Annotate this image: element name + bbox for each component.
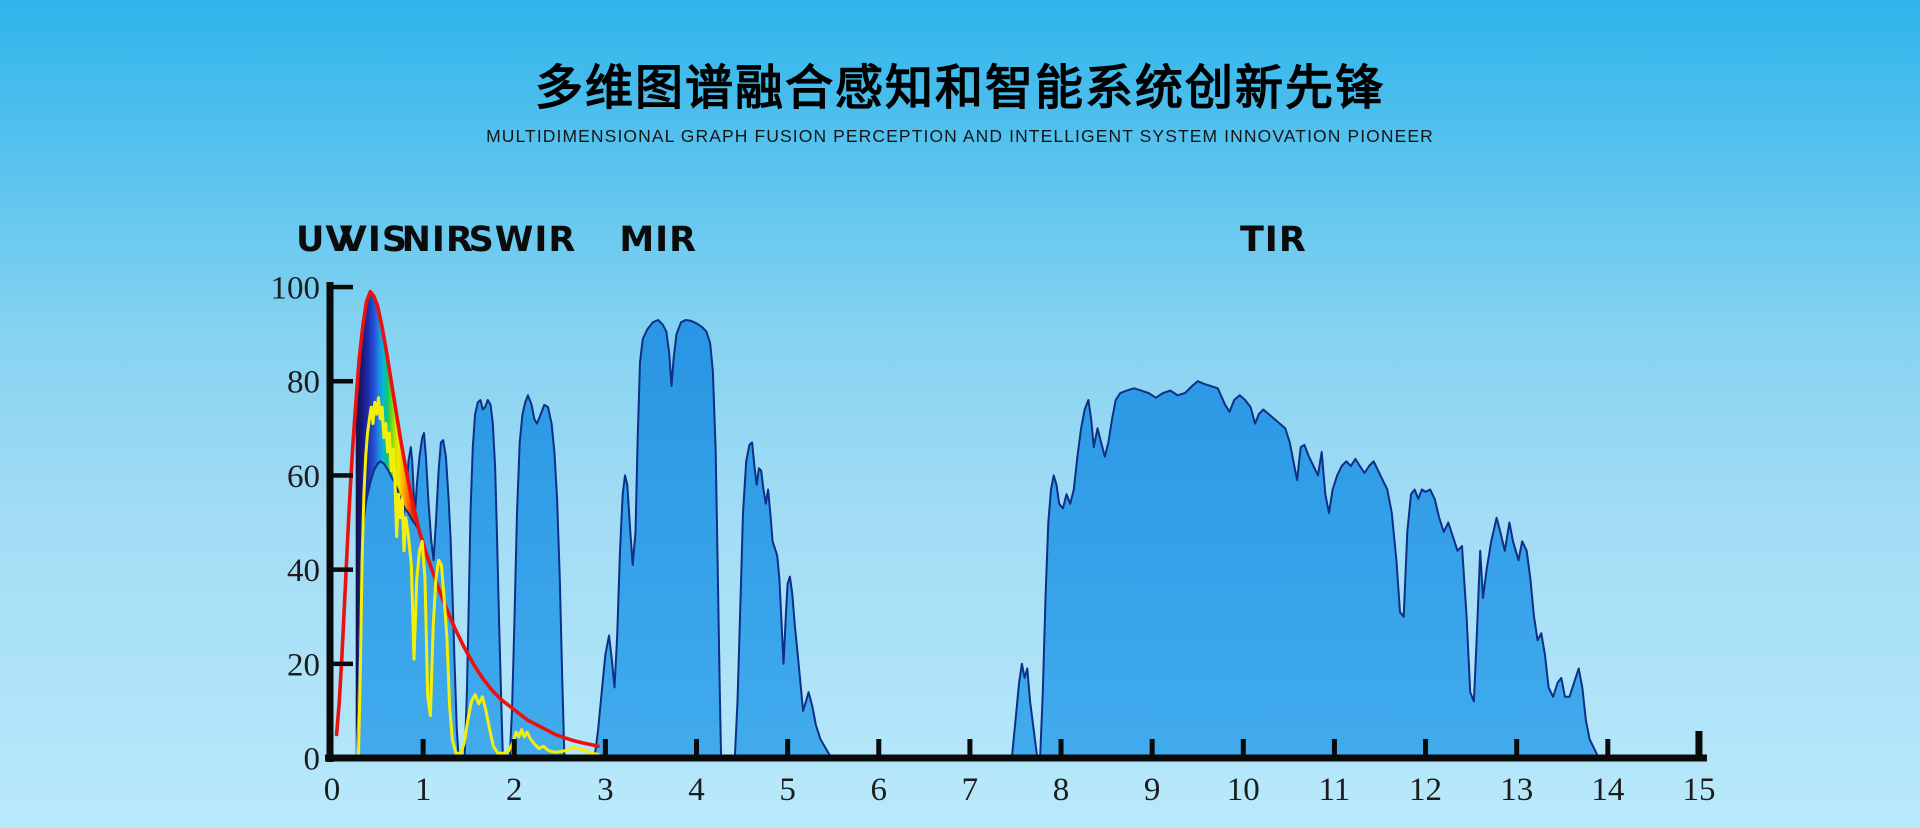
swir-window-2 — [508, 394, 566, 759]
tir-foothill — [1010, 662, 1039, 759]
solar-blackbody-curve — [334, 289, 600, 748]
tir-window — [1039, 380, 1600, 759]
x-tick-label: 12 — [1409, 772, 1442, 808]
x-tick — [420, 739, 426, 755]
x-tick-label: 11 — [1319, 772, 1351, 808]
x-tick — [1058, 739, 1064, 755]
y-tick-label: 100 — [271, 271, 321, 307]
band-label-nir: NIR — [402, 220, 474, 260]
x-tick-label: 10 — [1227, 772, 1260, 808]
y-tick-label: 20 — [287, 647, 320, 683]
x-tick — [694, 739, 700, 755]
x-tick-label: 6 — [871, 772, 888, 808]
x-tick-label: 4 — [688, 772, 705, 808]
band-label-mir: MIR — [619, 220, 697, 260]
rainbow-base-outline — [358, 460, 421, 608]
x-tick — [1514, 739, 1520, 755]
x-axis-endcap — [1695, 731, 1703, 755]
band-label-tir: TIR — [1240, 220, 1307, 260]
x-tick-label: 3 — [597, 772, 614, 808]
ground-solar-irradiance-curve — [356, 396, 600, 760]
band-label-swir: SWIR — [469, 220, 577, 260]
x-tick — [876, 739, 882, 755]
mir-window-1 — [593, 319, 723, 759]
x-tick-label: 1 — [415, 772, 432, 808]
x-tick — [1149, 739, 1155, 755]
y-axis-line — [326, 282, 334, 762]
y-tick-label: 60 — [287, 459, 320, 495]
y-tick — [333, 379, 353, 384]
y-tick — [333, 473, 353, 478]
y-tick — [333, 567, 353, 572]
x-tick-label: 2 — [506, 772, 523, 808]
x-tick — [1331, 739, 1337, 755]
x-tick — [967, 739, 973, 755]
page-subtitle: MULTIDIMENSIONAL GRAPH FUSION PERCEPTION… — [486, 126, 1434, 146]
swir-window-1 — [463, 399, 504, 759]
x-tick-label: 9 — [1144, 772, 1161, 808]
x-tick — [602, 739, 608, 755]
page-title: 多维图谱融合感知和智能系统创新先锋 — [534, 60, 1385, 116]
x-tick-label: 7 — [962, 772, 979, 808]
x-tick-label: 5 — [779, 772, 796, 808]
y-tick-label: 40 — [287, 553, 320, 589]
band-label-vis: VIS — [340, 220, 408, 260]
y-tick — [333, 661, 353, 667]
x-tick — [1423, 739, 1429, 755]
mir-window-2 — [733, 441, 833, 759]
x-tick-label: 14 — [1591, 772, 1624, 808]
x-tick-label: 0 — [324, 772, 341, 808]
x-tick — [1605, 739, 1611, 755]
x-tick — [785, 739, 791, 755]
y-tick — [333, 284, 353, 290]
y-tick-label: 0 — [304, 742, 321, 778]
x-tick — [1240, 739, 1246, 755]
x-tick-label: 15 — [1682, 772, 1715, 808]
x-tick — [511, 739, 517, 755]
y-tick-label: 80 — [287, 365, 320, 401]
x-axis-line — [325, 754, 1707, 762]
x-tick-label: 8 — [1053, 772, 1070, 808]
x-tick-label: 13 — [1500, 772, 1533, 808]
band-label-uv: UV — [296, 220, 354, 260]
